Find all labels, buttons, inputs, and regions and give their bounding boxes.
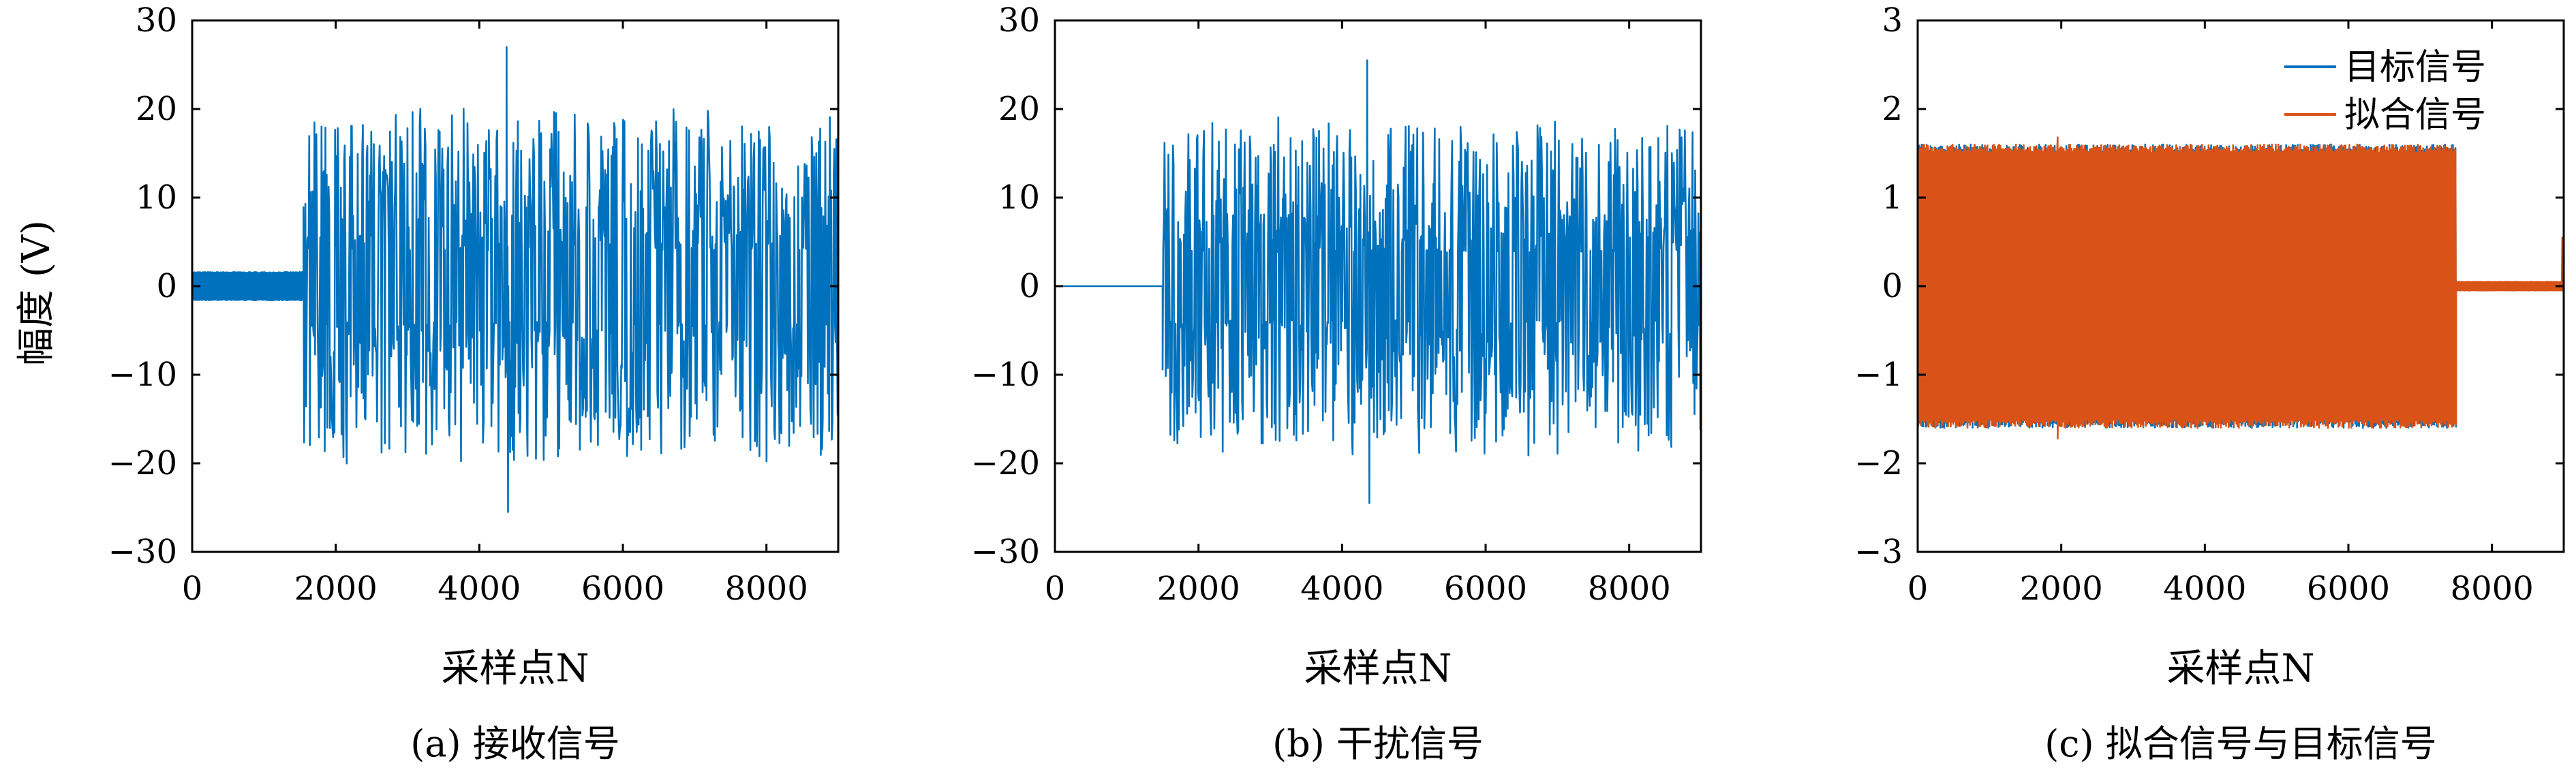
series-line-1 [1916, 136, 2565, 439]
x-tick-label: 0 [1907, 570, 1929, 608]
y-tick-label: 20 [998, 90, 1040, 128]
y-tick-label: −3 [1854, 533, 1903, 571]
x-tick-label: 8000 [2451, 570, 2534, 608]
y-tick-label: 2 [1882, 90, 1903, 128]
x-tick-label: 0 [1045, 570, 1066, 608]
y-tick-label: −2 [1854, 444, 1903, 482]
y-tick-label: 10 [136, 179, 177, 217]
x-tick-label: 0 [182, 570, 203, 608]
x-tick-label: 6000 [1444, 570, 1527, 608]
tick-layer: 0 2000 4000 6000 8000 3 2 1 0 −1 −2 −3 [1854, 1, 2564, 608]
x-tick-label: 6000 [2307, 570, 2390, 608]
y-tick-label: −30 [108, 533, 177, 571]
y-tick-label: 0 [1882, 267, 1903, 305]
y-axis-label: 幅度 (V) [14, 220, 59, 366]
series-layer [1054, 59, 1702, 504]
y-tick-label: −1 [1854, 356, 1903, 394]
y-tick-label: 20 [136, 90, 177, 128]
x-tick-label: 2000 [294, 570, 378, 608]
y-tick-label: 0 [1019, 267, 1040, 305]
y-tick-label: −10 [971, 356, 1040, 394]
y-tick-label: 30 [998, 1, 1040, 40]
y-tick-label: −30 [971, 533, 1040, 571]
series-layer [191, 46, 840, 513]
tick-layer: 0 2000 4000 6000 8000 30 20 10 0 −10 −20 −30 [108, 1, 838, 608]
y-tick-label: 10 [998, 179, 1040, 217]
y-tick-label: 1 [1882, 179, 1903, 217]
y-tick-label: 30 [136, 1, 177, 40]
x-tick-label: 4000 [2163, 570, 2246, 608]
x-tick-label: 4000 [1300, 570, 1383, 608]
y-tick-label: −10 [108, 356, 177, 394]
x-axis-label: 采样点N [2167, 647, 2315, 691]
y-tick-label: −20 [971, 444, 1040, 482]
caption: (c) 拟合信号与目标信号 [2044, 722, 2437, 765]
legend-label-target: 目标信号 [2344, 47, 2486, 88]
x-tick-label: 6000 [581, 570, 664, 608]
series-line-0 [191, 46, 840, 513]
panel-fit-vs-target: 0 2000 4000 6000 8000 3 2 1 0 −1 −2 −3 目标信号 拟合信号 采样… [1854, 1, 2565, 765]
x-tick-label: 8000 [725, 570, 808, 608]
x-axis-label: 采样点N [1304, 647, 1452, 691]
tick-layer: 0 2000 4000 6000 8000 30 20 10 0 −10 −20 −30 [971, 1, 1701, 608]
y-tick-label: −20 [108, 444, 177, 482]
series-line-0 [1054, 59, 1702, 504]
caption: (b) 干扰信号 [1272, 722, 1484, 765]
caption: (a) 接收信号 [410, 722, 620, 765]
x-tick-label: 2000 [2020, 570, 2103, 608]
panel-received-signal: 0 2000 4000 6000 8000 30 20 10 0 −10 −20 −30 采样点N (… [108, 1, 840, 765]
y-tick-label: 3 [1882, 1, 1903, 40]
x-axis-label: 采样点N [442, 647, 589, 691]
x-tick-label: 8000 [1588, 570, 1671, 608]
legend-label-fit: 拟合信号 [2344, 95, 2486, 136]
x-tick-label: 4000 [438, 570, 521, 608]
y-tick-label: 0 [156, 267, 177, 305]
series-layer [1916, 136, 2565, 439]
panel-interference-signal: 0 2000 4000 6000 8000 30 20 10 0 −10 −20 −30 采样点N (… [971, 1, 1702, 765]
legend: 目标信号 拟合信号 [2284, 47, 2486, 136]
x-tick-label: 2000 [1157, 570, 1240, 608]
